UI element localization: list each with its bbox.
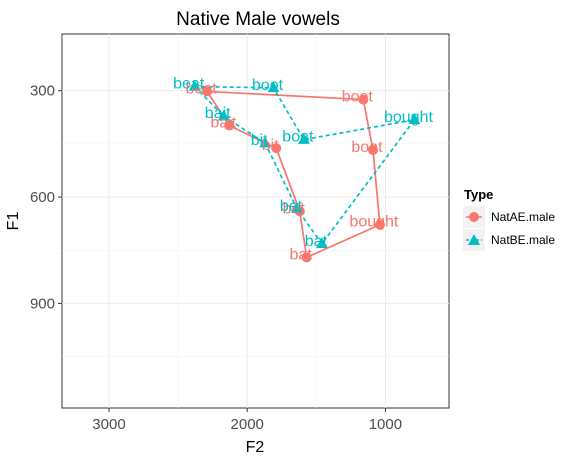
point-natae-male-bat [301,252,312,263]
point-label-natbe-male-boat: boat [282,129,314,146]
legend-label-natbe: NatBE.male [491,233,555,247]
point-label-natae-male-bet: bet [283,200,306,217]
series-points [188,79,421,263]
point-label-natbe-male-bat: bat [305,233,328,250]
point-label-natbe-male-bait: bait [205,105,231,122]
series-path-natbe-male [192,85,417,246]
point-natbe-male-boot [267,81,280,93]
point-natae-male-boat [367,144,378,155]
point-natbe-male-bait [217,109,230,121]
point-label-natae-male-boot: boot [342,89,374,106]
point-natbe-male-bat [315,237,328,249]
y-axis-title: F1 [5,212,22,231]
y-tick-label: 900 [30,295,55,312]
tick-labels: 3000 2000 1000 300 600 900 [30,83,402,433]
point-label-natae-male-bit: bit [262,137,279,154]
legend-title: Type [464,187,493,202]
point-natae-male-boot [358,94,369,105]
legend-item-natae: NatAE.male [463,206,555,228]
point-natbe-male-bit [259,136,272,148]
point-label-natae-male-bought: bought [349,214,398,231]
point-natbe-male-beat [188,79,201,91]
point-label-natae-male-beat: beat [186,80,218,97]
point-label-natbe-male-boot: boot [252,77,284,94]
y-tick-label: 300 [30,83,55,100]
plot-panel [61,33,450,409]
point-natbe-male-boat [298,133,310,144]
point-natae-male-beat [202,86,213,97]
legend-item-natbe: NatBE.male [463,229,555,251]
point-label-natae-male-boat: boat [351,139,383,156]
point-natae-male-bit [271,143,282,154]
point-label-natbe-male-bought: bought [384,109,433,126]
point-label-natae-male-bait: bait [210,114,236,131]
y-tick-label: 600 [30,189,55,206]
x-axis-title: F2 [246,439,265,456]
legend: Type NatAE.male NatBE.male [463,187,555,251]
point-label-natae-male-bat: bat [290,246,313,263]
x-tick-label: 3000 [92,416,125,433]
point-natbe-male-bet [291,202,303,213]
point-natae-male-bought [374,219,385,230]
chart-title: Native Male vowels [176,9,340,30]
point-natbe-male-bought [408,113,421,125]
legend-label-natae: NatAE.male [491,210,555,224]
x-tick-label: 1000 [369,416,402,433]
point-natae-male-bait [224,120,235,131]
legend-marker-natae [469,212,479,222]
point-label-natbe-male-bit: bit [251,132,268,149]
point-label-natbe-male-beat: beat [173,75,205,92]
x-tick-label: 2000 [231,416,264,433]
point-label-natbe-male-bet: bet [280,198,303,215]
legend-marker-natbe [468,234,480,245]
